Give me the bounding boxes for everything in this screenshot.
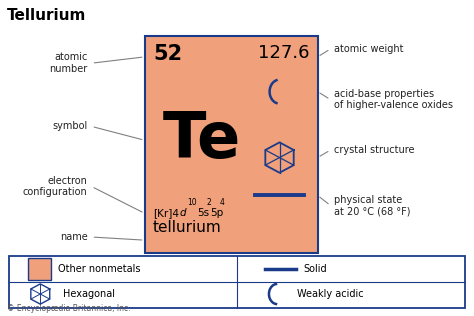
- Text: tellurium: tellurium: [153, 221, 222, 235]
- Text: physical state
at 20 °C (68 °F): physical state at 20 °C (68 °F): [334, 195, 410, 216]
- Text: 2: 2: [206, 198, 211, 207]
- Text: 5p: 5p: [210, 209, 223, 218]
- Text: 4: 4: [219, 198, 224, 207]
- Text: Tellurium: Tellurium: [7, 8, 86, 23]
- Text: Weakly acidic: Weakly acidic: [298, 289, 364, 299]
- FancyBboxPatch shape: [9, 256, 465, 308]
- Text: name: name: [60, 232, 88, 242]
- Text: symbol: symbol: [53, 121, 88, 131]
- Text: 5s: 5s: [197, 209, 209, 218]
- Text: 127.6: 127.6: [257, 44, 309, 62]
- Text: 10: 10: [187, 198, 196, 207]
- Text: d: d: [180, 209, 186, 218]
- Text: Other nonmetals: Other nonmetals: [58, 264, 141, 274]
- FancyBboxPatch shape: [28, 258, 51, 280]
- Text: acid-base properties
of higher-valence oxides: acid-base properties of higher-valence o…: [334, 89, 453, 110]
- Text: © Encyclopædia Britannica, Inc.: © Encyclopædia Britannica, Inc.: [7, 305, 131, 313]
- Text: Hexagonal: Hexagonal: [63, 289, 115, 299]
- FancyBboxPatch shape: [145, 36, 318, 253]
- Text: [Kr]4: [Kr]4: [153, 209, 179, 218]
- Text: Solid: Solid: [303, 264, 327, 274]
- Text: atomic
number: atomic number: [49, 52, 88, 74]
- Text: crystal structure: crystal structure: [334, 145, 415, 155]
- Text: atomic weight: atomic weight: [334, 44, 404, 54]
- Text: Te: Te: [163, 109, 241, 171]
- Text: electron
configuration: electron configuration: [23, 176, 88, 197]
- Text: 52: 52: [153, 44, 182, 64]
